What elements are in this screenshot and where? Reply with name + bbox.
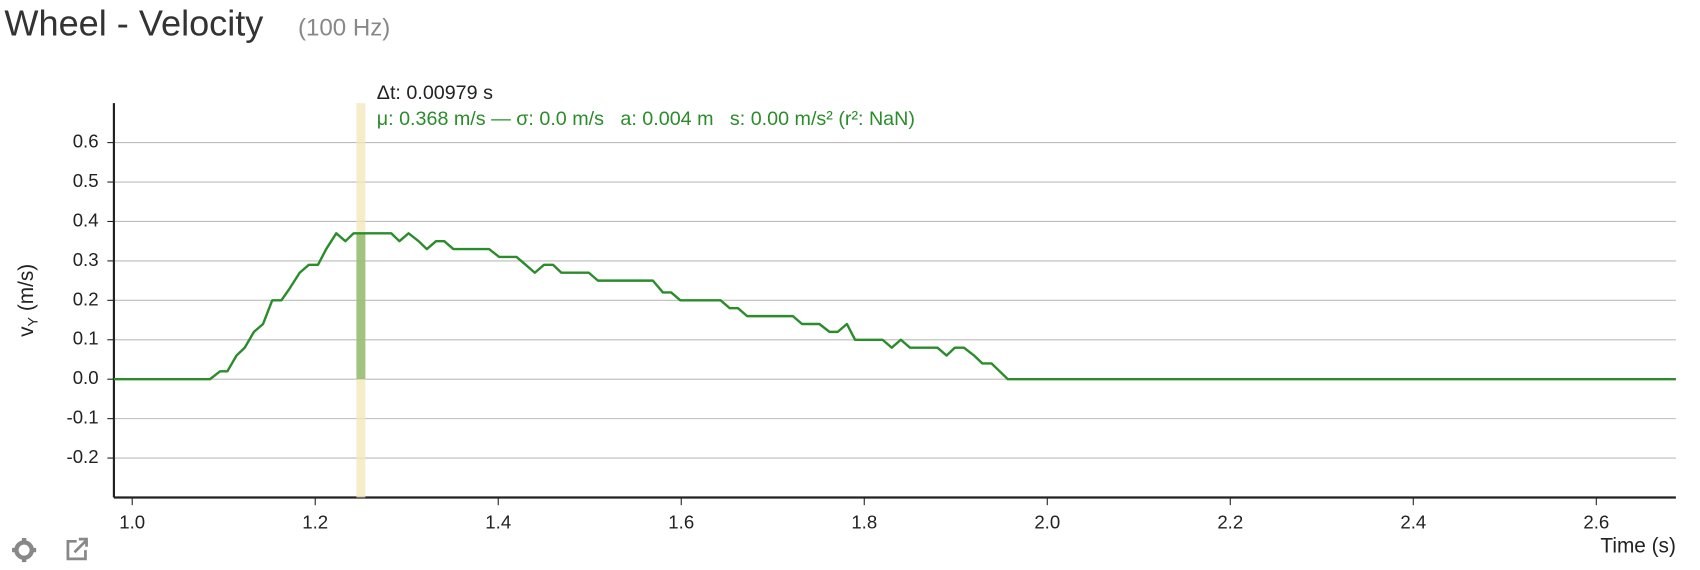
popout-box xyxy=(66,539,87,561)
y-axis-label: vY (m/s) xyxy=(15,264,41,337)
y-label-unit: (m/s) xyxy=(15,264,38,317)
x-axis-label: Time (s) xyxy=(1600,534,1675,557)
gear-ring xyxy=(14,540,34,560)
x-tick-label: 2.0 xyxy=(1034,512,1060,533)
gear-teeth xyxy=(12,538,37,563)
data-line xyxy=(113,232,1676,381)
y-tick-label: -0.2 xyxy=(67,446,99,467)
chart-subtitle: (100 Hz) xyxy=(298,14,390,41)
y-tick-label: 0.1 xyxy=(73,328,99,349)
y-tick-label: 0.2 xyxy=(73,288,99,309)
x-tick-label: 1.4 xyxy=(485,512,511,533)
y-tick-label: 0.0 xyxy=(73,367,99,388)
annotation-dt: Δt: 0.00979 s xyxy=(377,82,493,104)
x-tick-label: 2.2 xyxy=(1217,512,1243,533)
popout-icon[interactable] xyxy=(66,537,88,561)
chart-title: Wheel - Velocity xyxy=(4,2,263,43)
y-label-main: v xyxy=(15,326,38,337)
x-tick-label: 1.0 xyxy=(119,512,145,533)
y-tick-label: 0.4 xyxy=(73,209,99,230)
x-tick-label: 1.6 xyxy=(668,512,694,533)
plot: -0.2 -0.1 0.0 0.1 0.2 0.3 0.4 0.5 0.6 1.0 1.2 1.4 1.… xyxy=(67,103,1676,533)
popout-arrow xyxy=(73,537,88,554)
y-tick-label: 0.6 xyxy=(73,131,99,152)
x-tick-label: 1.2 xyxy=(302,512,328,533)
x-tick-label: 2.4 xyxy=(1400,512,1426,533)
highlight-mean xyxy=(356,234,366,380)
y-label-sub: Y xyxy=(25,316,41,326)
x-tick-label: 1.8 xyxy=(851,512,877,533)
x-tick-label: 2.6 xyxy=(1583,512,1609,533)
y-tick-label: 0.5 xyxy=(73,170,99,191)
y-tick-label: 0.3 xyxy=(73,249,99,270)
settings-icon[interactable] xyxy=(12,538,37,563)
y-tick-label: -0.1 xyxy=(67,407,99,428)
annotation-stats: μ: 0.368 m/s — σ: 0.0 m/s a: 0.004 m s: … xyxy=(377,108,915,130)
